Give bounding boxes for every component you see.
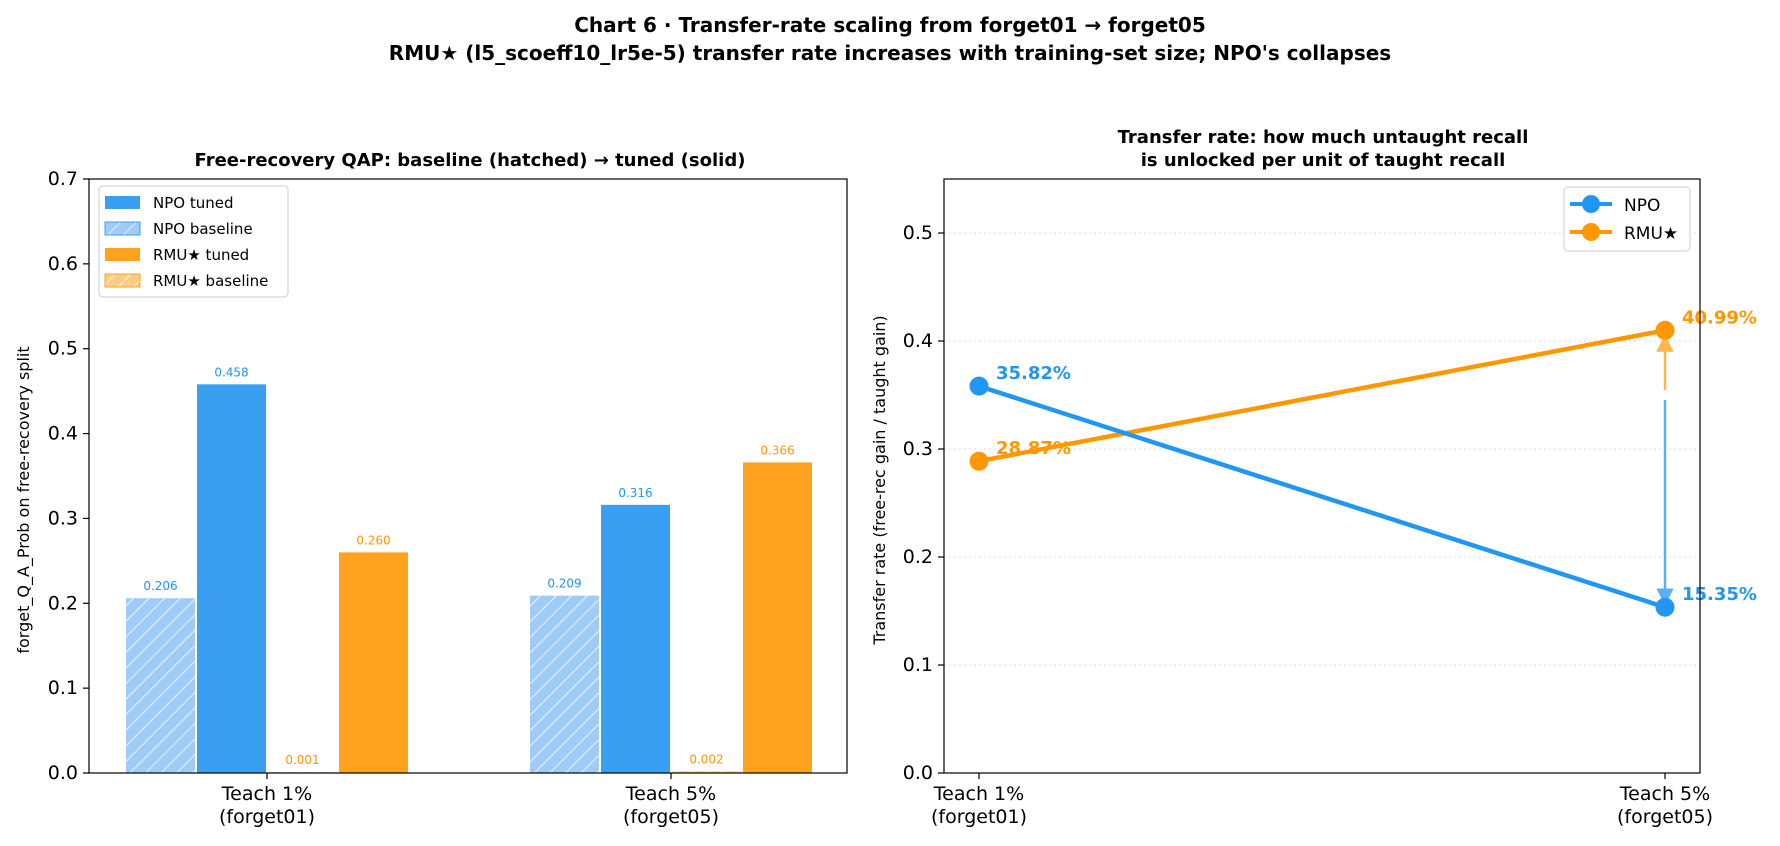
figure-title-line2: RMU★ (l5_scoeff10_lr5e-5) transfer rate … [389,41,1391,65]
legend-label-npo: NPO [1624,196,1660,216]
y-tick-label: 0.1 [903,654,933,676]
bar-npo-tuned [601,504,670,773]
bar-value-label: 0.001 [285,753,319,767]
bar-value-label: 0.209 [547,577,581,591]
point-label-rmu: 40.99% [1682,307,1757,328]
x-tick-label: (forget05) [1617,806,1713,828]
figure-title-line1: Chart 6 · Transfer-rate scaling from for… [574,13,1206,37]
x-tick-label: (forget05) [623,806,719,828]
y-tick-label: 0.2 [903,546,933,568]
legend-box [98,185,289,298]
point-label-rmu: 28.87% [996,438,1071,459]
point-rmu [969,451,989,471]
line-chart-title-line1: Transfer rate: how much untaught recall [1118,127,1529,148]
y-tick-label: 0.6 [48,253,78,275]
point-npo [969,376,989,396]
line-chart-y-axis-label: Transfer rate (free-rec gain / taught ga… [870,315,889,645]
y-tick-label: 0.3 [903,438,933,460]
y-tick-label: 0.2 [48,592,78,614]
legend-marker-npo [1582,195,1600,213]
bar-value-label: 0.002 [689,752,723,766]
y-tick-label: 0.7 [48,168,78,190]
legend-label-rmu-tuned: RMU★ tuned [153,246,249,264]
bar-rmu-tuned [339,552,408,773]
legend-label-rmu: RMU★ [1624,224,1678,244]
y-tick-label: 0.5 [48,338,78,360]
line-chart: Transfer rate: how much untaught recall … [870,127,1757,828]
bar-chart-bars [126,384,812,773]
bar-chart-frame [88,178,848,774]
bar-npo-tuned [197,384,266,773]
bar-chart-legend: NPO tuned NPO baseline RMU★ tuned RMU★ b… [98,185,289,298]
x-tick-label: Teach 5% [1619,783,1710,805]
x-tick-label: Teach 1% [933,783,1024,805]
x-tick-label: (forget01) [931,806,1027,828]
line-chart-x-ticks: Teach 1%(forget01) Teach 5%(forget05) [931,773,1713,828]
point-rmu [1655,320,1675,340]
y-tick-label: 0.0 [903,762,933,784]
legend-label-npo-tuned: NPO tuned [153,194,234,212]
y-tick-label: 0.4 [48,423,78,445]
x-tick-label: Teach 1% [221,783,312,805]
legend-label-rmu-baseline: RMU★ baseline [153,272,268,290]
bar-value-label: 0.316 [618,486,652,500]
bar-chart-x-ticks: Teach 1%(forget01) Teach 5%(forget05) [219,773,719,828]
bar-chart-value-labels: 0.206 0.209 0.458 0.316 0.001 0.002 0.260 0.366 [143,365,794,767]
bar-rmu-tuned [743,462,812,773]
bar-npo-baseline [530,595,599,773]
bar-rmu-baseline [672,771,741,773]
bar-value-label: 0.206 [143,579,177,593]
legend-swatch-npo-baseline [104,221,141,236]
line-chart-y-ticks: 0.0 0.1 0.2 0.3 0.4 0.5 [903,222,944,784]
bar-chart-y-ticks: 0.0 0.1 0.2 0.3 0.4 0.5 0.6 0.7 [48,168,89,784]
bar-value-label: 0.458 [214,365,248,379]
legend-swatch-rmu-tuned [105,248,140,261]
bar-chart-title: Free-recovery QAP: baseline (hatched) → … [195,150,746,171]
bar-npo-baseline [126,598,195,773]
bar-value-label: 0.260 [356,533,390,547]
y-tick-label: 0.4 [903,330,933,352]
line-chart-legend: NPO RMU★ [1563,186,1691,252]
bar-chart: Free-recovery QAP: baseline (hatched) → … [14,150,848,828]
bar-chart-y-axis-label: forget_Q_A_Prob on free-recovery split [14,346,34,653]
legend-swatch-rmu-baseline [104,273,141,288]
point-label-npo: 35.82% [996,363,1071,384]
legend-marker-rmu [1582,223,1600,241]
point-npo [1655,597,1675,617]
line-chart-frame [943,178,1701,774]
line-chart-title-line2: is unlocked per unit of taught recall [1141,150,1506,171]
legend-label-npo-baseline: NPO baseline [153,220,253,238]
y-tick-label: 0.1 [48,677,78,699]
x-tick-label: Teach 5% [625,783,716,805]
x-tick-label: (forget01) [219,806,315,828]
series-line-rmu [978,328,1666,464]
y-tick-label: 0.5 [903,222,933,244]
series-line-npo [978,384,1666,610]
line-chart-series: 35.82% 15.35% 28.87% 40.99% [969,307,1757,617]
point-label-npo: 15.35% [1682,584,1757,605]
legend-swatch-npo-tuned [105,196,140,209]
bar-value-label: 0.366 [760,443,794,457]
y-tick-label: 0.3 [48,507,78,529]
y-tick-label: 0.0 [48,762,78,784]
